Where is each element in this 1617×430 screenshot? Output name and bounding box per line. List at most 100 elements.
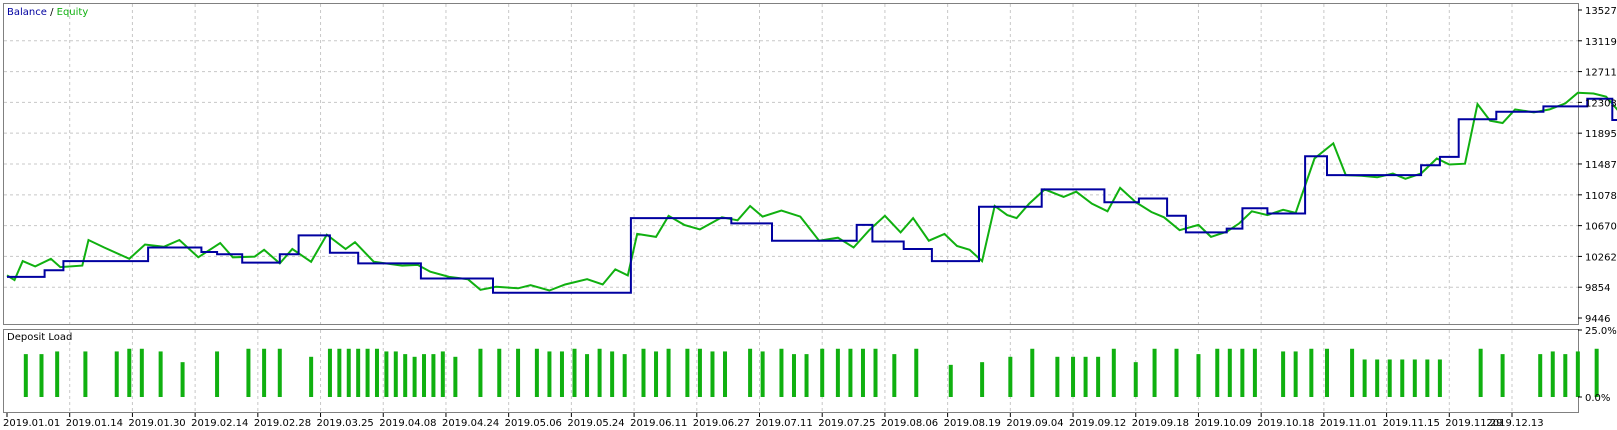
deposit-load-bar	[39, 354, 44, 397]
deposit-load-bar	[873, 348, 878, 397]
deposit-load-bar	[1111, 348, 1116, 397]
main-gridlines	[4, 4, 1578, 324]
deposit-load-bar	[666, 348, 671, 397]
x-axis-ticks: 2019.01.01 2019.01.14 2019.01.30 2019.02.14…	[3, 413, 1544, 429]
deposit-load-bar	[547, 351, 552, 397]
deposit-load-bar	[246, 348, 251, 397]
deposit-load-bar	[384, 351, 389, 397]
x-tick-label: 2019.02.28	[254, 418, 311, 429]
deposit-load-bar	[1350, 348, 1355, 397]
deposit-load-bar	[365, 348, 370, 397]
deposit-load-bar	[980, 362, 985, 397]
deposit-load-bar	[327, 348, 332, 397]
deposit-load-bar	[534, 348, 539, 397]
equity-series	[6, 91, 1617, 292]
x-tick-label: 2019.09.12	[1069, 418, 1126, 429]
deposit-load-bar	[1550, 351, 1555, 397]
deposit-load-bar	[1240, 348, 1245, 397]
deposit-load-bar	[1293, 351, 1298, 397]
deposit-load-bar	[1575, 351, 1580, 397]
x-tick-label: 2019.11.01	[1320, 418, 1377, 429]
deposit-load-bar	[1425, 359, 1430, 397]
deposit-load-bar	[215, 351, 220, 397]
x-tick-label: 2019.12.13	[1486, 418, 1543, 429]
deposit-load-bar	[1375, 359, 1380, 397]
balance-series	[7, 97, 1617, 294]
deposit-load-bar	[820, 348, 825, 397]
deposit-load-bar	[1096, 356, 1101, 397]
x-tick-label: 2019.06.11	[630, 418, 687, 429]
deposit-load-bar	[1594, 348, 1599, 397]
y-tick-label: 11895	[1585, 129, 1617, 140]
deposit-load-bar	[1400, 359, 1405, 397]
deposit-load-bar	[1478, 348, 1483, 397]
deposit-load-bar	[127, 348, 132, 397]
y-tick-label: 12303	[1585, 98, 1617, 109]
x-tick-label: 2019.02.14	[191, 418, 248, 429]
deposit-load-bar	[83, 351, 88, 397]
deposit-load-bar	[1055, 356, 1060, 397]
deposit-load-bar	[180, 362, 185, 397]
deposit-load-bar	[760, 351, 765, 397]
x-tick-label: 2019.05.24	[567, 418, 624, 429]
load-gridlines	[69, 330, 1513, 412]
x-tick-label: 2019.08.19	[944, 418, 1001, 429]
load-y-tick-label: 0.0%	[1585, 393, 1610, 404]
deposit-load-bar	[1215, 348, 1220, 397]
x-tick-label: 2019.03.25	[317, 418, 374, 429]
deposit-load-bar	[1437, 359, 1442, 397]
y-tick-label: 9446	[1585, 314, 1610, 325]
load-panel-frame	[3, 329, 1579, 413]
x-tick-label: 2019.04.24	[442, 418, 499, 429]
y-tick-label: 10262	[1585, 252, 1617, 263]
deposit-load-bar	[1309, 348, 1314, 397]
y-tick-label: 11487	[1585, 160, 1617, 171]
deposit-load-bar	[453, 356, 458, 397]
deposit-load-bar	[1152, 348, 1157, 397]
deposit-load-bar	[1387, 359, 1392, 397]
deposit-load-bar	[139, 348, 144, 397]
deposit-load-bar	[114, 351, 119, 397]
x-tick-label: 2019.11.15	[1383, 418, 1440, 429]
load-panel-title: Deposit Load	[7, 332, 72, 343]
deposit-load-bars	[23, 348, 1599, 397]
deposit-load-bar	[610, 351, 615, 397]
deposit-load-bar	[431, 354, 436, 397]
deposit-load-bar	[440, 351, 445, 397]
deposit-load-bar	[1325, 348, 1330, 397]
deposit-load-bar	[654, 351, 659, 397]
deposit-load-bar	[422, 354, 427, 397]
deposit-load-bar	[516, 348, 521, 397]
deposit-load-bar	[1071, 356, 1076, 397]
x-tick-label: 2019.04.08	[379, 418, 436, 429]
deposit-load-bar	[622, 354, 627, 397]
deposit-load-bar	[393, 351, 398, 397]
deposit-load-bar	[1500, 354, 1505, 397]
deposit-load-bar	[309, 356, 314, 397]
x-tick-label: 2019.05.06	[505, 418, 562, 429]
deposit-load-bar	[23, 354, 28, 397]
x-tick-label: 2019.09.04	[1006, 418, 1063, 429]
equity-line	[6, 91, 1617, 292]
deposit-load-bar	[948, 364, 953, 397]
deposit-load-bar	[1030, 348, 1035, 397]
x-tick-label: 2019.10.18	[1257, 418, 1314, 429]
x-tick-label: 2019.08.06	[881, 418, 938, 429]
legend: Balance / Equity	[7, 7, 88, 18]
deposit-load-bar	[1227, 348, 1232, 397]
deposit-load-bar	[914, 348, 919, 397]
deposit-load-bar	[346, 348, 351, 397]
legend-equity: Equity	[57, 7, 89, 18]
deposit-load-bar	[497, 348, 502, 397]
load-y-tick-label: 25.0%	[1585, 326, 1617, 337]
y-tick-label: 12711	[1585, 68, 1617, 79]
deposit-load-bar	[710, 351, 715, 397]
deposit-load-bar	[685, 348, 690, 397]
deposit-load-bar	[835, 348, 840, 397]
deposit-load-bar	[412, 356, 417, 397]
deposit-load-bar	[1174, 348, 1179, 397]
x-tick-label: 2019.07.11	[756, 418, 813, 429]
x-tick-label: 2019.11.29	[1445, 418, 1502, 429]
deposit-load-bar	[697, 348, 702, 397]
y-tick-label: 13119	[1585, 37, 1617, 48]
